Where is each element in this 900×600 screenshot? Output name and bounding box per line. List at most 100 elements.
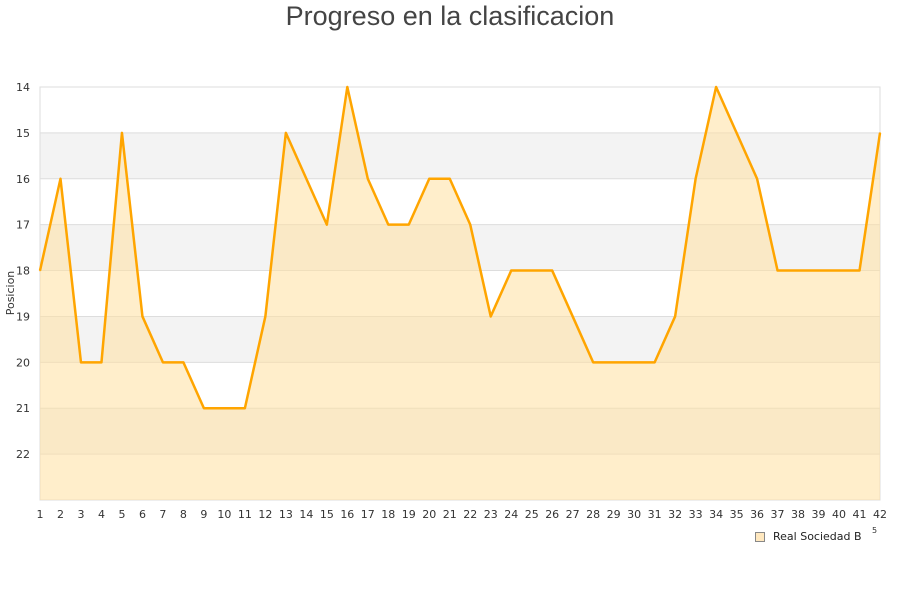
data-point — [162, 361, 164, 364]
data-point — [735, 132, 738, 134]
data-point — [326, 223, 328, 226]
data-point — [694, 177, 697, 180]
data-point — [879, 132, 881, 134]
data-point — [448, 177, 451, 180]
x-tick-label: 8 — [180, 508, 187, 521]
x-tick-label: 36 — [750, 508, 764, 521]
x-tick-label: 1 — [37, 508, 44, 521]
x-tick-label: 23 — [484, 508, 498, 521]
x-tick-label: 17 — [361, 508, 375, 521]
x-tick-label: 38 — [791, 508, 805, 521]
data-point — [39, 269, 41, 272]
data-point — [407, 223, 410, 226]
data-point — [489, 315, 492, 318]
grid-band — [40, 87, 880, 133]
x-tick-label: 21 — [443, 508, 457, 521]
data-point — [510, 269, 513, 272]
x-tick-label: 41 — [853, 508, 867, 521]
data-point — [838, 269, 840, 272]
data-point — [367, 177, 369, 180]
data-point — [346, 86, 349, 88]
data-point — [428, 177, 431, 180]
x-tick-label: 40 — [832, 508, 846, 521]
data-point — [264, 315, 267, 318]
x-tick-label: 14 — [299, 508, 313, 521]
data-point — [756, 177, 758, 180]
data-point — [244, 407, 246, 410]
x-tick-label: 3 — [77, 508, 84, 521]
y-tick-label: 17 — [16, 219, 30, 232]
y-tick-label: 16 — [16, 173, 30, 186]
x-tick-label: 15 — [320, 508, 334, 521]
x-tick-label: 22 — [463, 508, 477, 521]
data-point — [305, 177, 308, 180]
data-point — [141, 315, 144, 318]
x-tick-label: 24 — [504, 508, 518, 521]
series-area — [40, 87, 880, 500]
data-point — [776, 269, 779, 272]
data-point — [203, 407, 205, 410]
x-tick-label: 39 — [812, 508, 826, 521]
x-tick-label: 31 — [648, 508, 662, 521]
data-point — [592, 361, 594, 364]
y-tick-label: 19 — [16, 310, 30, 323]
y-tick-label: 14 — [16, 81, 30, 94]
y-tick-label: 20 — [16, 356, 30, 369]
y-tick-label: 18 — [16, 265, 30, 278]
x-tick-label: 4 — [98, 508, 105, 521]
x-tick-label: 30 — [627, 508, 641, 521]
x-tick-label: 34 — [709, 508, 723, 521]
x-tick-label: 25 — [525, 508, 539, 521]
data-point — [858, 269, 861, 272]
data-point — [797, 269, 799, 272]
data-point — [121, 132, 123, 134]
x-tick-label: 13 — [279, 508, 293, 521]
x-tick-label: 20 — [422, 508, 436, 521]
data-point — [387, 223, 390, 226]
x-tick-label: 6 — [139, 508, 146, 521]
x-tick-label: 27 — [566, 508, 580, 521]
data-point — [80, 361, 82, 364]
x-tick-label: 18 — [381, 508, 395, 521]
data-point — [530, 269, 533, 272]
x-tick-label: 5 — [118, 508, 125, 521]
x-tick-label: 35 — [730, 508, 744, 521]
data-point — [59, 177, 62, 180]
series-line — [38, 85, 882, 410]
data-point — [100, 361, 103, 364]
stray-label: 5 — [872, 526, 878, 535]
x-tick-label: 9 — [200, 508, 207, 521]
data-point — [571, 315, 574, 318]
y-axis-label: Posicion — [4, 271, 17, 316]
data-point — [633, 361, 635, 364]
x-tick-label: 26 — [545, 508, 559, 521]
x-tick-label: 32 — [668, 508, 682, 521]
x-tick-label: 16 — [340, 508, 354, 521]
data-point — [469, 223, 472, 226]
data-point — [551, 269, 553, 272]
x-tick-label: 2 — [57, 508, 64, 521]
chart-title: Progreso en la clasificacion — [285, 1, 615, 31]
data-point — [715, 86, 717, 88]
data-point — [285, 132, 287, 134]
data-point — [674, 315, 676, 318]
y-tick-label: 21 — [16, 402, 30, 415]
x-tick-label: 42 — [873, 508, 887, 521]
legend[interactable]: Real Sociedad B — [755, 530, 862, 543]
data-point — [653, 361, 656, 364]
x-tick-label: 37 — [771, 508, 785, 521]
x-tick-label: 10 — [217, 508, 231, 521]
legend-swatch — [755, 531, 765, 542]
x-tick-label: 12 — [258, 508, 272, 521]
x-tick-label: 33 — [689, 508, 703, 521]
x-tick-label: 29 — [607, 508, 621, 521]
y-tick-label: 22 — [16, 448, 30, 461]
x-tick-label: 7 — [159, 508, 166, 521]
legend-label: Real Sociedad B — [773, 530, 862, 543]
data-point — [612, 361, 615, 364]
x-tick-label: 28 — [586, 508, 600, 521]
y-tick-label: 15 — [16, 127, 30, 140]
data-point — [223, 407, 226, 410]
data-point — [817, 269, 820, 272]
